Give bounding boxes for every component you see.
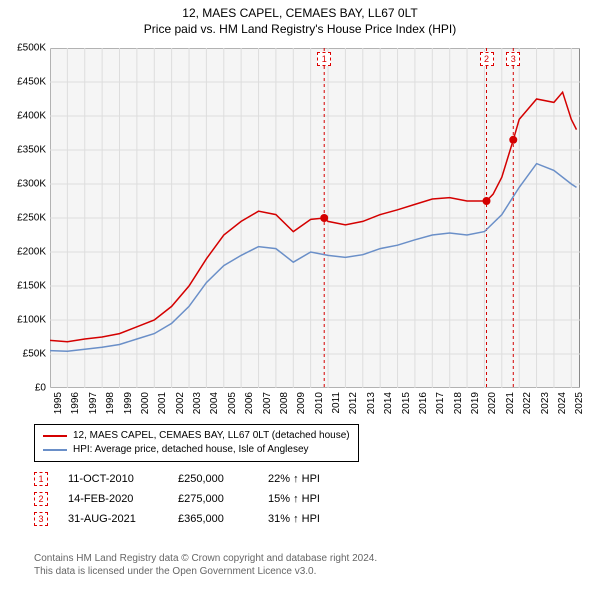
title-block: 12, MAES CAPEL, CEMAES BAY, LL67 0LT Pri…	[0, 0, 600, 36]
legend-label: HPI: Average price, detached house, Isle…	[73, 443, 309, 457]
chart-svg	[50, 48, 580, 388]
event-row-2: 2 14-FEB-2020£275,00015% ↑ HPI	[34, 492, 348, 506]
sale-point	[509, 136, 517, 144]
series-hpi	[50, 164, 577, 352]
y-axis-label: £350K	[17, 145, 46, 156]
x-axis-label: 2003	[192, 392, 203, 414]
chart-marker-2: 2	[480, 52, 494, 66]
legend-box: 12, MAES CAPEL, CEMAES BAY, LL67 0LT (de…	[34, 424, 359, 462]
x-axis-label: 2001	[157, 392, 168, 414]
x-axis-label: 2022	[522, 392, 533, 414]
y-axis-label: £400K	[17, 111, 46, 122]
event-marker: 3	[34, 512, 48, 526]
x-axis-label: 2005	[227, 392, 238, 414]
chart-container: 12, MAES CAPEL, CEMAES BAY, LL67 0LT Pri…	[0, 0, 600, 590]
event-row-1: 1 11-OCT-2010£250,00022% ↑ HPI	[34, 472, 348, 486]
x-axis-label: 1995	[53, 392, 64, 414]
attribution-line1: Contains HM Land Registry data © Crown c…	[34, 552, 377, 565]
x-axis-label: 2002	[175, 392, 186, 414]
sale-point	[320, 214, 328, 222]
x-axis-label: 1997	[88, 392, 99, 414]
x-axis-label: 2012	[348, 392, 359, 414]
y-axis-label: £0	[35, 383, 46, 394]
title-address: 12, MAES CAPEL, CEMAES BAY, LL67 0LT	[0, 6, 600, 20]
x-axis-label: 2017	[435, 392, 446, 414]
event-date: 11-OCT-2010	[68, 473, 178, 485]
event-marker: 2	[34, 492, 48, 506]
x-axis-label: 1998	[105, 392, 116, 414]
attribution-line2: This data is licensed under the Open Gov…	[34, 565, 377, 578]
x-axis-label: 2023	[540, 392, 551, 414]
event-delta: 15% ↑ HPI	[268, 493, 348, 505]
x-axis-label: 1999	[123, 392, 134, 414]
chart-marker-1: 1	[317, 52, 331, 66]
event-date: 31-AUG-2021	[68, 513, 178, 525]
x-axis-label: 2019	[470, 392, 481, 414]
x-axis-label: 2004	[209, 392, 220, 414]
event-row-3: 3 31-AUG-2021£365,00031% ↑ HPI	[34, 512, 348, 526]
x-axis-label: 2007	[262, 392, 273, 414]
x-axis-label: 2016	[418, 392, 429, 414]
x-axis-label: 2008	[279, 392, 290, 414]
legend-swatch	[43, 449, 67, 451]
event-marker: 1	[34, 472, 48, 486]
event-delta: 31% ↑ HPI	[268, 513, 348, 525]
event-delta: 22% ↑ HPI	[268, 473, 348, 485]
legend-row: HPI: Average price, detached house, Isle…	[43, 443, 350, 457]
x-axis-label: 2000	[140, 392, 151, 414]
x-axis-label: 2018	[453, 392, 464, 414]
y-axis-label: £300K	[17, 179, 46, 190]
x-axis-label: 2024	[557, 392, 568, 414]
x-axis-label: 2025	[574, 392, 585, 414]
x-axis-label: 2010	[314, 392, 325, 414]
y-axis-label: £450K	[17, 77, 46, 88]
chart-area: £0£50K£100K£150K£200K£250K£300K£350K£400…	[50, 48, 580, 388]
legend-swatch	[43, 435, 67, 437]
sale-point	[483, 197, 491, 205]
attribution-block: Contains HM Land Registry data © Crown c…	[34, 552, 377, 578]
title-subtitle: Price paid vs. HM Land Registry's House …	[0, 22, 600, 36]
y-axis-label: £500K	[17, 43, 46, 54]
events-block: 1 11-OCT-2010£250,00022% ↑ HPI 2 14-FEB-202…	[34, 472, 348, 532]
y-axis-label: £200K	[17, 247, 46, 258]
y-axis-label: £150K	[17, 281, 46, 292]
legend-label: 12, MAES CAPEL, CEMAES BAY, LL67 0LT (de…	[73, 429, 350, 443]
event-price: £365,000	[178, 513, 268, 525]
event-price: £275,000	[178, 493, 268, 505]
x-axis-label: 2020	[487, 392, 498, 414]
x-axis-label: 2006	[244, 392, 255, 414]
chart-marker-3: 3	[506, 52, 520, 66]
x-axis-label: 2009	[296, 392, 307, 414]
x-axis-label: 2011	[331, 392, 342, 414]
x-axis-label: 2021	[505, 392, 516, 414]
series-property	[50, 92, 577, 342]
x-axis-label: 1996	[70, 392, 81, 414]
y-axis-label: £250K	[17, 213, 46, 224]
event-date: 14-FEB-2020	[68, 493, 178, 505]
x-axis-label: 2014	[383, 392, 394, 414]
legend-row: 12, MAES CAPEL, CEMAES BAY, LL67 0LT (de…	[43, 429, 350, 443]
event-price: £250,000	[178, 473, 268, 485]
x-axis-label: 2013	[366, 392, 377, 414]
y-axis-label: £50K	[23, 349, 46, 360]
x-axis-label: 2015	[401, 392, 412, 414]
y-axis-label: £100K	[17, 315, 46, 326]
